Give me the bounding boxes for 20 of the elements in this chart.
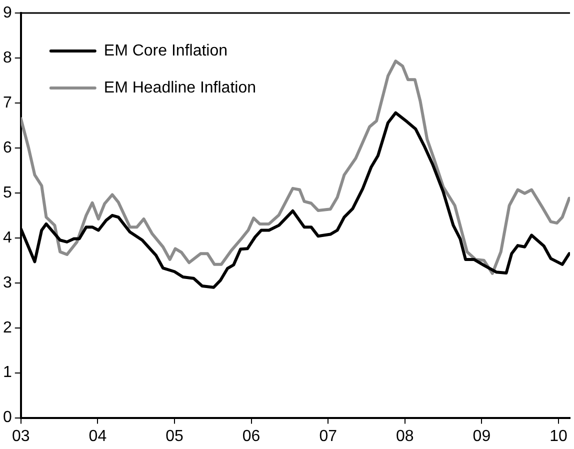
- legend-label: EM Core Inflation: [104, 42, 228, 60]
- y-tick-label: 1: [2, 364, 12, 382]
- y-tick-label: 2: [2, 319, 12, 336]
- y-tick-label: 9: [2, 4, 12, 22]
- y-tick-label: 6: [2, 139, 12, 156]
- x-tick-label: 09: [472, 428, 491, 445]
- x-tick-label: 06: [242, 428, 260, 445]
- x-tick-label: 08: [396, 428, 414, 445]
- y-tick-label: 3: [2, 274, 12, 292]
- x-tick-label: 03: [12, 428, 30, 445]
- y-tick-label: 8: [2, 49, 12, 66]
- y-tick-label: 0: [2, 409, 12, 426]
- x-tick-label: 10: [550, 428, 568, 445]
- x-tick-label: 05: [166, 428, 184, 445]
- legend-label: EM Headline Inflation: [104, 79, 256, 96]
- y-tick-label: 7: [2, 94, 12, 112]
- y-tick-label: 4: [2, 229, 12, 246]
- x-tick-label: 04: [88, 428, 107, 445]
- y-tick-label: 5: [2, 184, 12, 202]
- x-tick-label: 07: [319, 428, 338, 445]
